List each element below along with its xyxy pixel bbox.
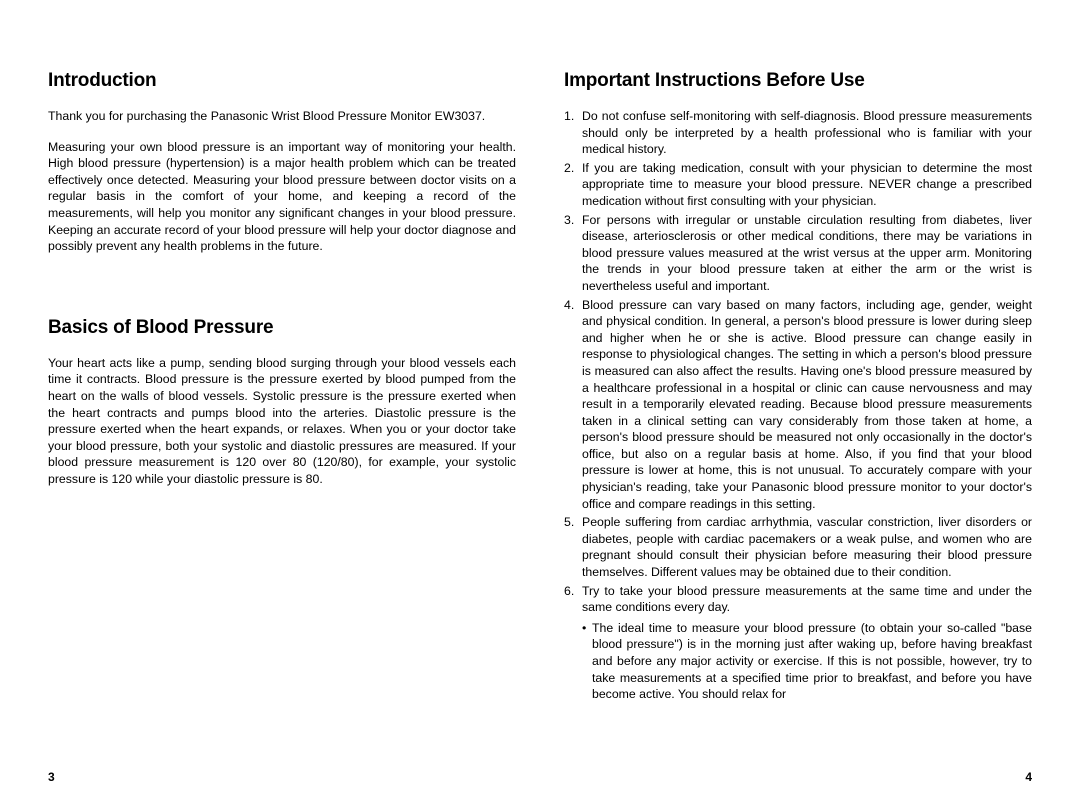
instruction-item: For persons with irregular or unstable c… xyxy=(564,212,1032,295)
instructions-list: Do not confuse self-monitoring with self… xyxy=(564,108,1032,618)
instruction-item: Blood pressure can vary based on many fa… xyxy=(564,297,1032,513)
intro-para-2: Measuring your own blood pressure is an … xyxy=(48,139,516,255)
instruction-item: People suffering from cardiac arrhythmia… xyxy=(564,514,1032,580)
basics-heading: Basics of Blood Pressure xyxy=(48,317,516,339)
instruction-item: Try to take your blood pressure measurem… xyxy=(564,583,1032,616)
instruction-item: If you are taking medication, consult wi… xyxy=(564,160,1032,210)
basics-section: Basics of Blood Pressure Your heart acts… xyxy=(48,317,516,502)
instruction-item: Do not confuse self-monitoring with self… xyxy=(564,108,1032,158)
page-number-left: 3 xyxy=(48,770,55,784)
instruction-bullet: The ideal time to measure your blood pre… xyxy=(564,620,1032,703)
intro-section: Introduction Thank you for purchasing th… xyxy=(48,70,516,269)
intro-para-1: Thank you for purchasing the Panasonic W… xyxy=(48,108,516,125)
right-page: Important Instructions Before Use Do not… xyxy=(564,70,1032,756)
basics-para-1: Your heart acts like a pump, sending blo… xyxy=(48,355,516,488)
left-page: Introduction Thank you for purchasing th… xyxy=(48,70,516,756)
intro-heading: Introduction xyxy=(48,70,516,92)
instructions-heading: Important Instructions Before Use xyxy=(564,70,1032,92)
page-number-right: 4 xyxy=(1025,770,1032,784)
